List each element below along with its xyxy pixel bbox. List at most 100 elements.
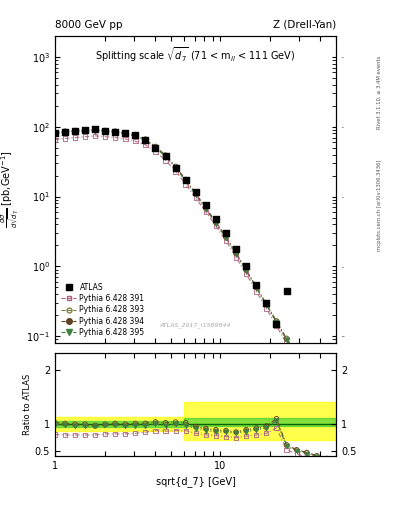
Point (243, 426, 249, 435)
ATLAS (203, 201, 209, 209)
Point (253, 424, 259, 432)
Point (132, 132, 138, 140)
Point (52, 129, 58, 137)
Point (324, 458, 330, 466)
Point (274, 424, 280, 432)
Point (162, 421, 169, 430)
Point (82, 421, 88, 430)
Point (193, 190, 199, 198)
Point (52, 130, 58, 138)
Point (324, 405, 330, 413)
Point (102, 133, 108, 141)
ATLAS (223, 229, 229, 237)
Point (334, 423, 340, 431)
Point (294, 445, 300, 454)
Point (112, 129, 118, 137)
Point (152, 143, 159, 151)
Point (92, 126, 98, 134)
Point (173, 420, 179, 428)
Point (112, 421, 118, 430)
Point (122, 421, 129, 430)
Point (253, 431, 259, 439)
Point (233, 253, 239, 262)
Point (112, 128, 118, 136)
Point (102, 127, 108, 135)
Point (314, 388, 320, 396)
Point (274, 322, 280, 330)
Point (283, 442, 290, 450)
Point (253, 425, 259, 433)
Point (72, 126, 78, 135)
Point (132, 132, 138, 140)
Point (142, 421, 149, 429)
Point (183, 177, 189, 185)
Point (304, 449, 310, 457)
Point (263, 304, 270, 312)
Point (324, 454, 330, 462)
Point (304, 370, 310, 378)
Point (223, 233, 229, 241)
ATLAS (112, 127, 118, 136)
Point (294, 352, 300, 360)
Point (92, 422, 98, 431)
ATLAS (263, 299, 270, 307)
Point (102, 430, 108, 438)
Point (263, 423, 270, 432)
Point (243, 267, 249, 275)
Point (253, 287, 259, 295)
ATLAS (122, 129, 129, 137)
Point (294, 450, 300, 458)
ATLAS (183, 176, 189, 184)
Point (263, 424, 270, 432)
Point (263, 422, 270, 430)
Point (243, 266, 249, 274)
Point (52, 419, 58, 427)
Point (193, 422, 199, 431)
Point (213, 218, 219, 226)
ATLAS (52, 130, 58, 138)
Point (142, 422, 149, 430)
Point (193, 429, 199, 437)
Point (62, 421, 68, 430)
Point (334, 457, 340, 465)
Point (62, 127, 68, 135)
Point (92, 132, 98, 140)
Point (92, 126, 98, 135)
Point (283, 441, 290, 449)
Point (173, 163, 179, 172)
Point (82, 126, 88, 134)
Point (324, 455, 330, 463)
Point (132, 137, 138, 145)
Point (263, 301, 270, 309)
Point (173, 167, 179, 176)
Point (203, 426, 209, 435)
Point (152, 418, 159, 426)
Point (274, 318, 280, 327)
Point (283, 336, 290, 344)
Point (152, 147, 159, 156)
Point (142, 135, 149, 143)
Point (304, 370, 310, 378)
Point (122, 430, 129, 438)
Point (233, 430, 239, 438)
Text: ATLAS_2017_I1589844: ATLAS_2017_I1589844 (160, 322, 231, 328)
Point (72, 431, 78, 439)
Point (102, 421, 108, 430)
Point (152, 142, 159, 151)
Point (52, 136, 58, 144)
Point (324, 405, 330, 413)
Point (162, 156, 169, 164)
Point (223, 433, 229, 441)
Point (314, 394, 320, 402)
Point (122, 135, 129, 143)
Text: Splitting scale $\sqrt{d_7}$ (71 < m$_{ll}$ < 111 GeV): Splitting scale $\sqrt{d_7}$ (71 < m$_{l… (95, 45, 296, 64)
Point (253, 283, 259, 291)
Point (334, 430, 340, 438)
Point (112, 430, 118, 438)
Point (274, 317, 280, 325)
Point (162, 153, 169, 161)
Point (274, 416, 280, 424)
Point (122, 422, 129, 430)
Point (62, 431, 68, 439)
ATLAS (132, 132, 138, 140)
